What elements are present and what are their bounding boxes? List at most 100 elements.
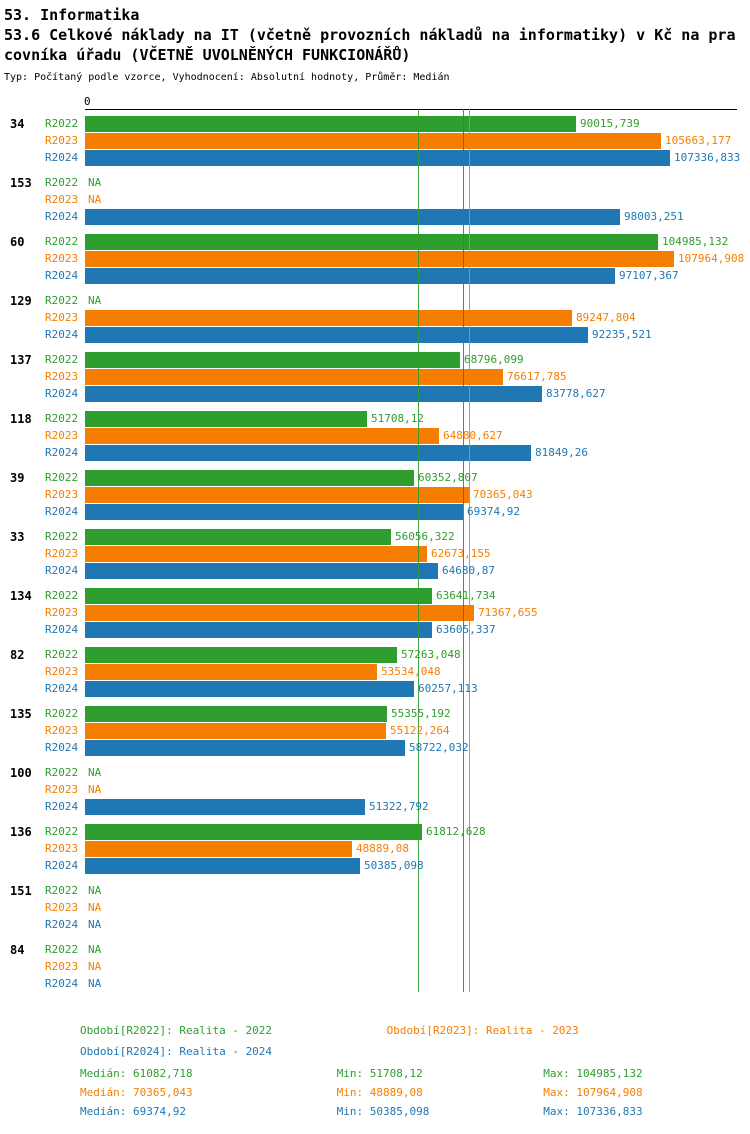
bar-value-label: 107964,908 <box>678 252 745 265</box>
bar-row: R2022 NA <box>0 175 750 191</box>
bar-track: NA <box>85 883 750 899</box>
bar-track: 107964,908 <box>85 251 750 267</box>
bar-value-label: 56056,322 <box>395 530 455 543</box>
group-id-label: 134 <box>10 589 32 603</box>
bar-row: R2024 83778,627 <box>0 386 750 402</box>
legend-row: Období[R2024]: Realita - 2024 <box>80 1041 750 1062</box>
bar-row: R2022 90015,739 <box>0 116 750 132</box>
bar-track: NA <box>85 765 750 781</box>
group-id-label: 135 <box>10 707 32 721</box>
bar-row: R2023 105663,177 <box>0 133 750 149</box>
bar-row: R2024 50385,098 <box>0 858 750 874</box>
series-label: R2022 <box>45 648 79 661</box>
report-header: 53. Informatika 53.6 Celkové náklady na … <box>0 0 750 85</box>
bar-track: 89247,804 <box>85 310 750 326</box>
bar-value-label: 90015,739 <box>580 117 640 130</box>
group-id-label: 153 <box>10 176 32 190</box>
bar-track: 63605,337 <box>85 622 750 638</box>
group-id-label: 129 <box>10 294 32 308</box>
stat-max-r2024: Max: 107336,833 <box>543 1105 643 1118</box>
series-label: R2024 <box>45 859 79 872</box>
series-label: R2024 <box>45 682 79 695</box>
bar-track: 69374,92 <box>85 504 750 520</box>
bar-row: R2024 51322,792 <box>0 799 750 815</box>
bar-row: R2023 76617,785 <box>0 369 750 385</box>
bar-track: 107336,833 <box>85 150 750 166</box>
bar-value-label: 105663,177 <box>665 134 732 147</box>
group-id-label: 151 <box>10 884 32 898</box>
bar-track: 51708,12 <box>85 411 750 427</box>
bar-row: R2022 NA <box>0 293 750 309</box>
bar-track: 61812,628 <box>85 824 750 840</box>
legend-row: Období[R2022]: Realita - 2022 Období[R20… <box>80 1020 750 1041</box>
bar-row: R2022 60352,807 <box>0 470 750 486</box>
bar-track: 60352,807 <box>85 470 750 486</box>
bar <box>85 546 427 562</box>
bar-row: R2024 58722,032 <box>0 740 750 756</box>
bar-value-label: 69374,92 <box>467 505 520 518</box>
bar-row: R2024 81849,26 <box>0 445 750 461</box>
series-label: R2022 <box>45 943 79 956</box>
bar-track: 92235,521 <box>85 327 750 343</box>
bar <box>85 209 620 225</box>
group-id-label: 34 <box>10 117 25 131</box>
bar <box>85 588 432 604</box>
series-label: R2024 <box>45 564 79 577</box>
bar-value-label: 50385,098 <box>364 859 424 872</box>
bar-track: 48889,08 <box>85 841 750 857</box>
bar <box>85 824 422 840</box>
series-label: R2023 <box>45 724 79 737</box>
group-id-label: 82 <box>10 648 25 662</box>
bar-groups: 34 R2022 90015,739 R2023 105663,177 R2024 1073… <box>0 109 750 992</box>
bar-value-label: 81849,26 <box>535 446 588 459</box>
bar-row: R2022 61812,628 <box>0 824 750 840</box>
bar-track: 70365,043 <box>85 487 750 503</box>
bar-group: 60 R2022 104985,132 R2023 107964,908 R2024 971… <box>0 234 750 284</box>
bar <box>85 386 542 402</box>
bar-row: R2023 48889,08 <box>0 841 750 857</box>
bar-row: R2022 NA <box>0 765 750 781</box>
bar-track: 50385,098 <box>85 858 750 874</box>
bar-value-label: 89247,804 <box>576 311 636 324</box>
series-label: R2022 <box>45 471 79 484</box>
bar-track: NA <box>85 959 750 975</box>
bar-track: 83778,627 <box>85 386 750 402</box>
series-label: R2023 <box>45 665 79 678</box>
bar-track: 58722,032 <box>85 740 750 756</box>
bar-value-label: 64680,87 <box>442 564 495 577</box>
bar <box>85 605 474 621</box>
group-id-label: 136 <box>10 825 32 839</box>
series-label: R2022 <box>45 353 79 366</box>
series-label: R2022 <box>45 825 79 838</box>
stat-max-r2022: Max: 104985,132 <box>543 1067 643 1080</box>
bar <box>85 563 438 579</box>
series-label: R2023 <box>45 606 79 619</box>
stat-median-r2023: Medián: 70365,043 <box>80 1086 193 1099</box>
series-label: R2023 <box>45 960 79 973</box>
series-label: R2024 <box>45 151 79 164</box>
bar <box>85 133 661 149</box>
bar-track: 64680,87 <box>85 563 750 579</box>
bar-row: R2024 69374,92 <box>0 504 750 520</box>
stat-max-r2023: Max: 107964,908 <box>543 1086 643 1099</box>
bar <box>85 664 377 680</box>
bar <box>85 428 439 444</box>
axis-zero-label: 0 <box>84 95 91 108</box>
bar-value-label: 51708,12 <box>371 412 424 425</box>
bar-track: 51322,792 <box>85 799 750 815</box>
bar-track: NA <box>85 175 750 191</box>
bar-track: 56056,322 <box>85 529 750 545</box>
bar-value-label: 70365,043 <box>473 488 533 501</box>
bar-group: 153 R2022 NA R2023 NA R2024 98003,251 <box>0 175 750 225</box>
bar-row: R2023 53534,048 <box>0 664 750 680</box>
bar-track: 105663,177 <box>85 133 750 149</box>
bar-row: R2023 NA <box>0 959 750 975</box>
bar-track: NA <box>85 917 750 933</box>
bar-group: 136 R2022 61812,628 R2023 48889,08 R2024 50385… <box>0 824 750 874</box>
bar-row: R2022 57263,048 <box>0 647 750 663</box>
group-id-label: 137 <box>10 353 32 367</box>
bar-row: R2022 NA <box>0 942 750 958</box>
series-label: R2023 <box>45 193 79 206</box>
series-label: R2024 <box>45 800 79 813</box>
series-label: R2022 <box>45 176 79 189</box>
